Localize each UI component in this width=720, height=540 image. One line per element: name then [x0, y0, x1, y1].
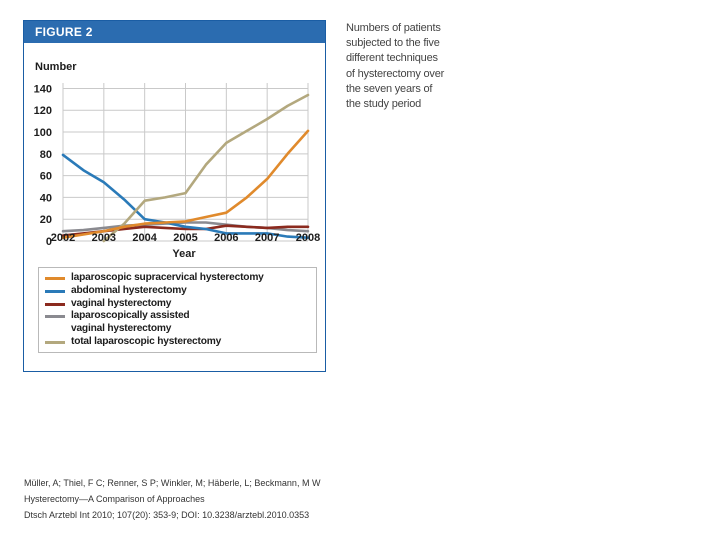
x-tick-label-2008: 2008: [296, 232, 320, 244]
legend-swatch: [45, 328, 65, 331]
legend-item: vaginal hysterectomy: [45, 298, 316, 311]
y-tick-label-60: 60: [40, 171, 52, 183]
legend-label: total laparoscopic hysterectomy: [71, 335, 222, 347]
legend-swatch: [45, 289, 65, 293]
y-tick-label-100: 100: [34, 127, 52, 139]
citation-authors: Müller, A; Thiel, F C; Renner, S P; Wink…: [24, 478, 321, 488]
legend-swatch: [45, 302, 65, 306]
legend-label: laparoscopic supracervical hysterectomy: [71, 272, 264, 283]
citation-source: Dtsch Arztebl Int 2010; 107(20): 353-9; …: [24, 510, 310, 520]
y-tick-label-80: 80: [40, 149, 52, 161]
legend-label: vaginal hysterectomy: [71, 323, 172, 335]
y-tick-label-120: 120: [34, 105, 52, 117]
legend-label: vaginal hysterectomy: [71, 297, 172, 309]
citation-title: Hysterectomy—A Comparison of Approaches: [24, 494, 205, 504]
x-tick-label-2007: 2007: [255, 232, 279, 244]
y-tick-label-20: 20: [40, 214, 52, 226]
y-axis-label: Number: [35, 61, 77, 73]
legend-item: abdominal hysterectomy: [45, 285, 316, 298]
legend-swatch: [45, 277, 65, 280]
legend-label: laparoscopically assisted: [71, 310, 190, 322]
figure-caption: Numbers of patients subjected to the fiv…: [346, 22, 445, 111]
legend-item: total laparoscopic hysterectomy: [45, 336, 316, 349]
figure-title: FIGURE 2: [24, 21, 325, 43]
x-tick-label-2003: 2003: [92, 232, 116, 244]
y-tick-label-40: 40: [40, 192, 52, 204]
x-tick-label-2002: 2002: [51, 232, 75, 244]
x-tick-label-2004: 2004: [132, 232, 157, 244]
legend-label: abdominal hysterectomy: [71, 284, 187, 296]
legend-item: laparoscopically assisted: [45, 310, 316, 323]
x-tick-label-2006: 2006: [214, 232, 238, 244]
series-lines: [61, 93, 310, 243]
grid: [62, 83, 309, 242]
figure-panel: FIGURE 2 0 20 40 60 80 100 120 140 2002 2003 2004 2…: [23, 20, 326, 372]
axis-ticks: 0 20 40 60 80 100 120 140 2002 2003 2004 2005 2006 20…: [34, 83, 321, 248]
x-axis-label: Year: [172, 248, 196, 260]
citation: Müller, A; Thiel, F C; Renner, S P; Wink…: [24, 475, 320, 523]
legend-swatch: [45, 315, 65, 319]
series-line-abdominal-hysterectomy: [61, 153, 310, 239]
legend: laparoscopic supracervical hysterectomy a…: [38, 267, 317, 353]
series-line-total-laparoscopic-hysterectomy: [102, 93, 310, 243]
series-line-laparoscopic-supracervical-hysterectomy: [61, 129, 310, 239]
legend-item: vaginal hysterectomy: [45, 323, 316, 336]
legend-item: laparoscopic supracervical hysterectomy: [45, 272, 316, 285]
y-tick-label-140: 140: [34, 83, 52, 95]
x-tick-label-2005: 2005: [173, 232, 197, 244]
y-tick-label-0: 0: [46, 236, 52, 248]
legend-swatch: [45, 340, 65, 344]
line-chart: 0 20 40 60 80 100 120 140 2002 2003 2004 2005 2006 20…: [34, 61, 321, 260]
